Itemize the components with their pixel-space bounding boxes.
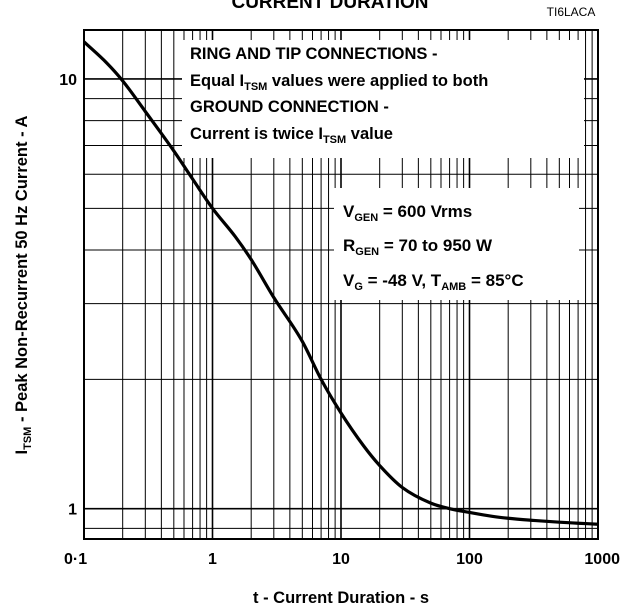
annotation-equal-itsm: Equal ITSM values were applied to both: [190, 72, 488, 93]
annotation-box-conditions: [334, 188, 579, 300]
x-tick-label: 1000: [584, 551, 620, 568]
plot-frame: [83, 29, 599, 540]
annotation-vgen: VGEN = 600 Vrms: [343, 202, 472, 224]
tick-labels: 0·1 1 10 100 1000 1 10: [59, 72, 620, 568]
chart-title: CURRENT DURATION: [231, 0, 428, 13]
annotation-ground: GROUND CONNECTION -: [190, 98, 389, 116]
series-line: [82, 40, 599, 526]
annotation-box-connections: [182, 40, 584, 158]
y-tick-label: 10: [59, 72, 77, 89]
y-axis-label: ITSM - Peak Non-Recurrent 50 Hz Current …: [13, 115, 34, 454]
x-tick-label: 10: [332, 551, 350, 568]
y-tick-label: 1: [68, 502, 77, 519]
annotation-ring-tip: RING AND TIP CONNECTIONS -: [190, 45, 438, 63]
figure-id: TI6LACA: [547, 5, 596, 19]
x-tick-label: 100: [456, 551, 483, 568]
x-axis-label: t - Current Duration - s: [253, 589, 429, 607]
x-tick-label: 1: [208, 551, 217, 568]
annotation-vg-tamb: VG = -48 V, TAMB = 85°C: [343, 271, 524, 293]
annotation-rgen: RGEN = 70 to 950 W: [343, 236, 493, 258]
x-tick-label: 0·1: [64, 551, 87, 568]
annotation-twice-itsm: Current is twice ITSM value: [190, 125, 393, 146]
